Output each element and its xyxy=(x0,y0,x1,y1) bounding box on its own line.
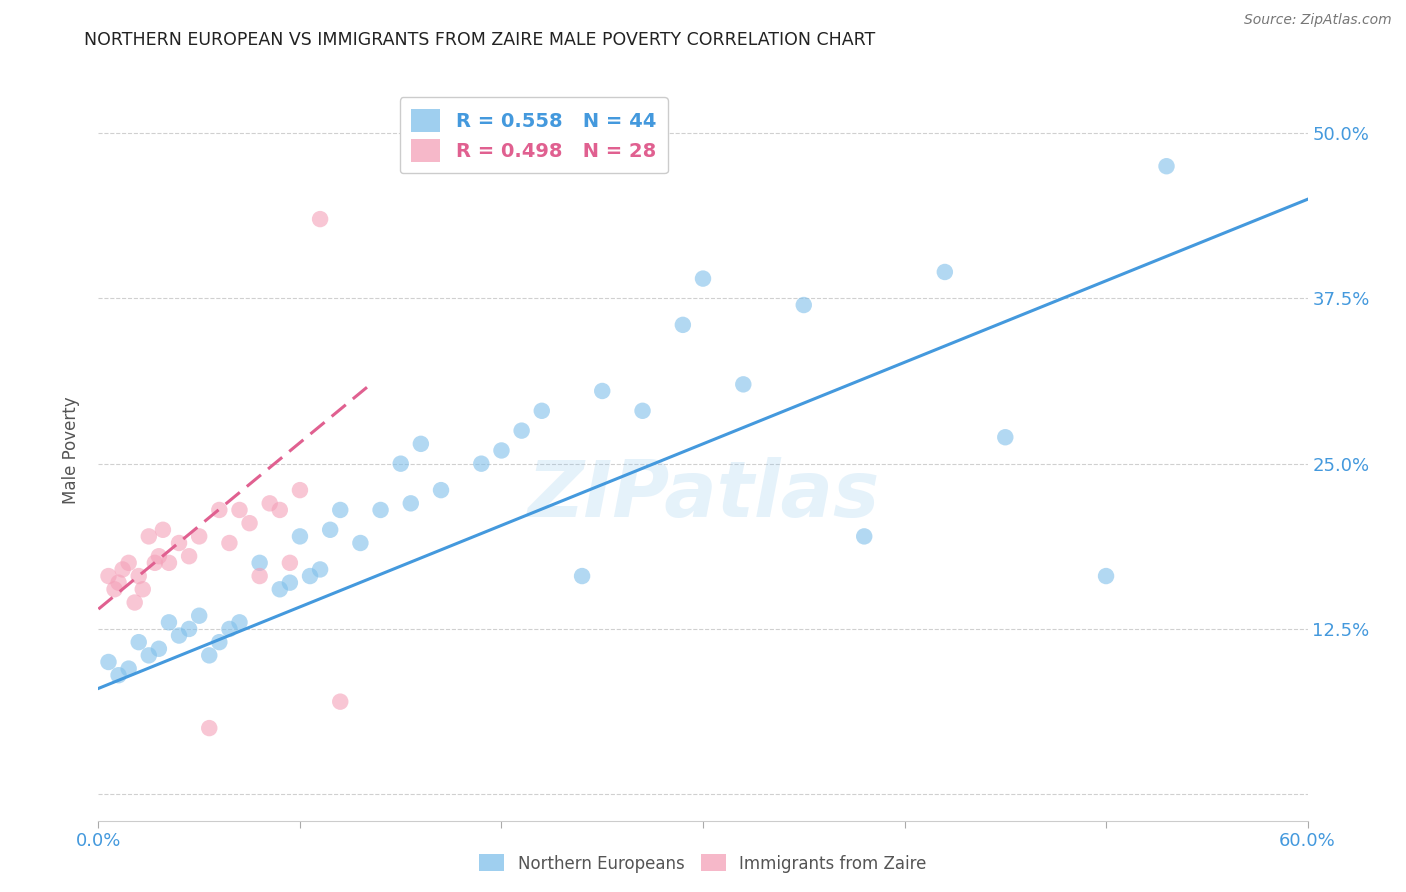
Point xyxy=(853,529,876,543)
Point xyxy=(430,483,453,497)
Text: ZIPatlas: ZIPatlas xyxy=(527,457,879,533)
Point xyxy=(299,569,322,583)
Point xyxy=(591,384,613,398)
Point xyxy=(349,536,371,550)
Point xyxy=(370,503,392,517)
Point xyxy=(288,529,311,543)
Point xyxy=(103,582,125,597)
Legend: Northern Europeans, Immigrants from Zaire: Northern Europeans, Immigrants from Zair… xyxy=(472,847,934,880)
Point xyxy=(309,562,332,576)
Point xyxy=(934,265,956,279)
Point xyxy=(97,569,120,583)
Point xyxy=(571,569,593,583)
Point xyxy=(249,569,271,583)
Point xyxy=(228,503,250,517)
Point xyxy=(269,582,291,597)
Point xyxy=(198,648,221,663)
Point xyxy=(124,595,146,609)
Point xyxy=(157,556,180,570)
Point xyxy=(249,556,271,570)
Point xyxy=(118,556,141,570)
Point xyxy=(118,662,141,676)
Point xyxy=(994,430,1017,444)
Point xyxy=(128,569,150,583)
Point xyxy=(329,695,352,709)
Point xyxy=(138,529,160,543)
Point xyxy=(148,549,170,564)
Point xyxy=(491,443,513,458)
Point xyxy=(470,457,492,471)
Point xyxy=(228,615,250,630)
Point xyxy=(128,635,150,649)
Point xyxy=(179,549,201,564)
Point xyxy=(167,536,190,550)
Point xyxy=(188,608,211,623)
Point xyxy=(198,721,221,735)
Point xyxy=(107,575,129,590)
Point xyxy=(530,404,553,418)
Point xyxy=(278,575,301,590)
Point xyxy=(793,298,815,312)
Point xyxy=(278,556,301,570)
Point xyxy=(167,629,190,643)
Point xyxy=(152,523,174,537)
Point xyxy=(259,496,281,510)
Point xyxy=(97,655,120,669)
Point xyxy=(269,503,291,517)
Point xyxy=(692,271,714,285)
Point xyxy=(319,523,342,537)
Point xyxy=(1156,159,1178,173)
Text: Source: ZipAtlas.com: Source: ZipAtlas.com xyxy=(1244,13,1392,28)
Point xyxy=(1095,569,1118,583)
Point xyxy=(389,457,412,471)
Point xyxy=(188,529,211,543)
Point xyxy=(208,635,231,649)
Point xyxy=(409,437,432,451)
Point xyxy=(631,404,654,418)
Point xyxy=(399,496,422,510)
Point xyxy=(132,582,155,597)
Point xyxy=(733,377,755,392)
Point xyxy=(329,503,352,517)
Point xyxy=(138,648,160,663)
Point xyxy=(672,318,695,332)
Point xyxy=(309,212,332,227)
Point xyxy=(111,562,134,576)
Text: NORTHERN EUROPEAN VS IMMIGRANTS FROM ZAIRE MALE POVERTY CORRELATION CHART: NORTHERN EUROPEAN VS IMMIGRANTS FROM ZAI… xyxy=(84,31,876,49)
Point xyxy=(288,483,311,497)
Point xyxy=(107,668,129,682)
Y-axis label: Male Poverty: Male Poverty xyxy=(62,397,80,504)
Point xyxy=(157,615,180,630)
Point xyxy=(218,622,240,636)
Point xyxy=(179,622,201,636)
Legend: R = 0.558   N = 44, R = 0.498   N = 28: R = 0.558 N = 44, R = 0.498 N = 28 xyxy=(399,97,668,173)
Point xyxy=(208,503,231,517)
Point xyxy=(510,424,533,438)
Point xyxy=(218,536,240,550)
Point xyxy=(148,641,170,656)
Point xyxy=(239,516,262,531)
Point xyxy=(143,556,166,570)
